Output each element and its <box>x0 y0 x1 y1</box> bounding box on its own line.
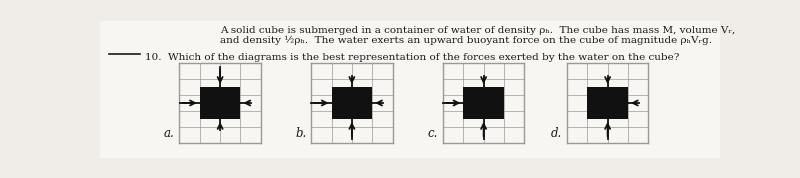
Text: and density ½ρₕ.  The water exerts an upward buoyant force on the cube of magnit: and density ½ρₕ. The water exerts an upw… <box>220 35 712 44</box>
Text: a.: a. <box>164 127 174 140</box>
Text: b.: b. <box>295 127 306 140</box>
Text: 10.  Which of the diagrams is the best representation of the forces exerted by t: 10. Which of the diagrams is the best re… <box>145 53 679 62</box>
Bar <box>331 87 372 119</box>
Text: A solid cube is submerged in a container of water of density ρₕ.  The cube has m: A solid cube is submerged in a container… <box>220 26 735 35</box>
Bar <box>200 87 241 119</box>
Text: d.: d. <box>551 127 562 140</box>
Bar <box>587 87 628 119</box>
Text: c.: c. <box>428 127 438 140</box>
Bar <box>463 87 504 119</box>
